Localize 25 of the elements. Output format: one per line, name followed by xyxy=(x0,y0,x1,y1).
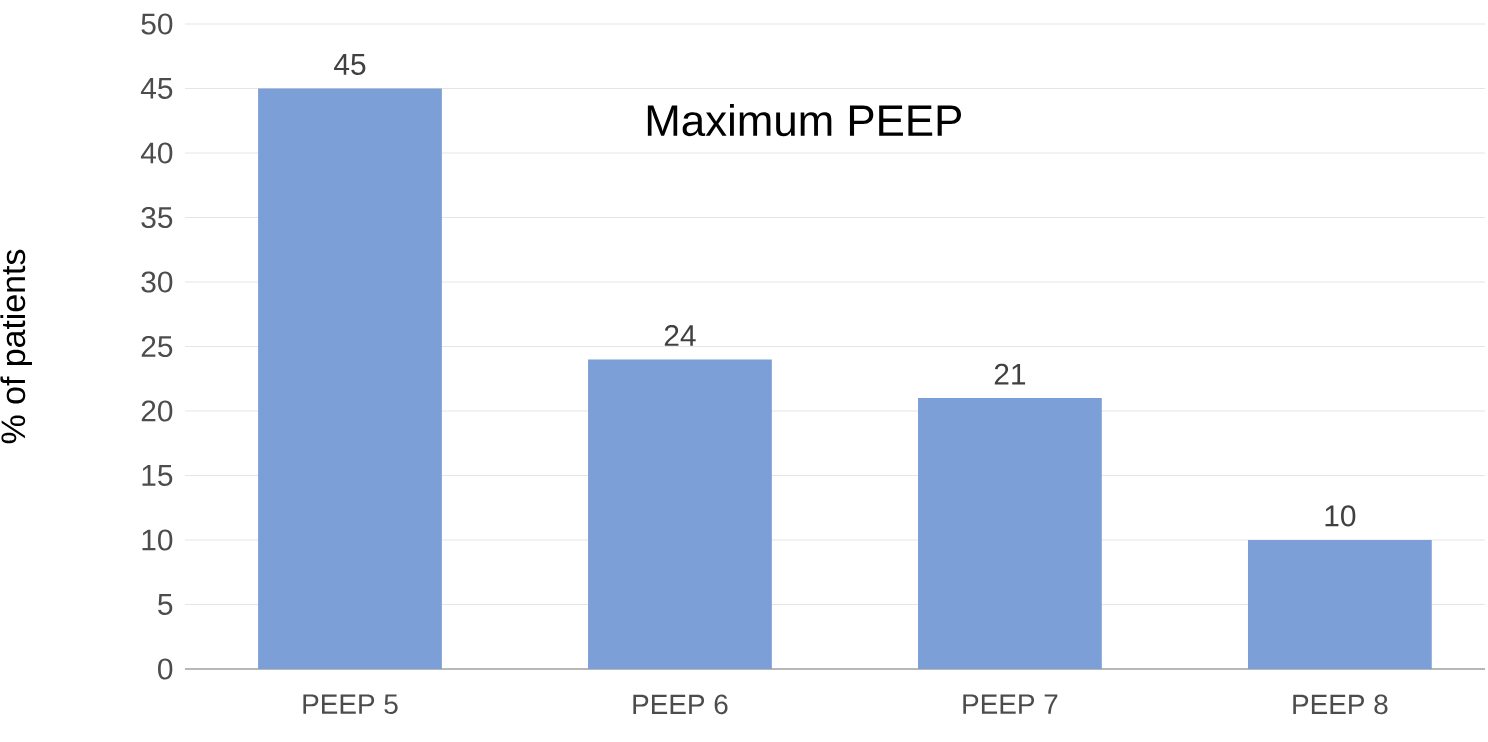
y-tick-label: 20 xyxy=(141,400,173,422)
y-tick-label: 40 xyxy=(140,142,173,164)
y-tick-label: 30 xyxy=(141,271,173,293)
data-label: 45 xyxy=(334,54,366,75)
data-label: 24 xyxy=(664,325,696,346)
y-tick-label: 25 xyxy=(141,335,173,358)
y-tick-label: 50 xyxy=(141,13,173,35)
bar xyxy=(258,88,442,669)
y-tick-label: 35 xyxy=(141,206,173,229)
y-tick-label: 10 xyxy=(142,529,173,551)
x-tick-label: PEEP 6 xyxy=(633,694,728,715)
text: Maximum PEEP xyxy=(647,104,961,137)
y-axis-title: % of patients xyxy=(0,249,32,444)
data-label: 21 xyxy=(994,363,1026,385)
x-tick-label: PEEP 7 xyxy=(963,694,1058,714)
bar xyxy=(1247,540,1432,669)
data-label: 10 xyxy=(1325,505,1356,527)
bar xyxy=(588,359,772,669)
x-tick-label: PEEP 5 xyxy=(303,694,398,714)
y-tick-label: 45 xyxy=(140,78,173,99)
y-tick-label: 15 xyxy=(142,465,173,486)
bar xyxy=(918,398,1102,669)
y-tick-label: 5 xyxy=(158,594,173,615)
x-tick-label: PEEP 8 xyxy=(1293,694,1388,715)
y-tick-label: 0 xyxy=(158,658,173,680)
